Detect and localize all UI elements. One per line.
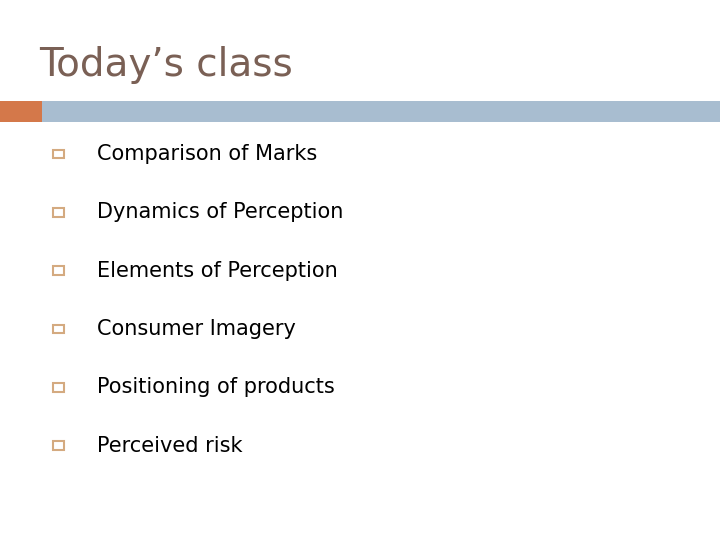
Bar: [0, 101, 42, 122]
Bar: [53, 266, 64, 275]
Text: Comparison of Marks: Comparison of Marks: [97, 144, 318, 164]
Text: Positioning of products: Positioning of products: [97, 377, 335, 397]
Text: Consumer Imagery: Consumer Imagery: [97, 319, 296, 339]
Bar: [42, 101, 720, 122]
Text: Today’s class: Today’s class: [40, 46, 293, 84]
Text: Dynamics of Perception: Dynamics of Perception: [97, 202, 343, 222]
Bar: [53, 441, 64, 450]
Bar: [53, 208, 64, 217]
Bar: [53, 325, 64, 333]
Text: Elements of Perception: Elements of Perception: [97, 260, 338, 281]
Bar: [53, 383, 64, 391]
Text: Perceived risk: Perceived risk: [97, 435, 243, 456]
Bar: [53, 150, 64, 158]
